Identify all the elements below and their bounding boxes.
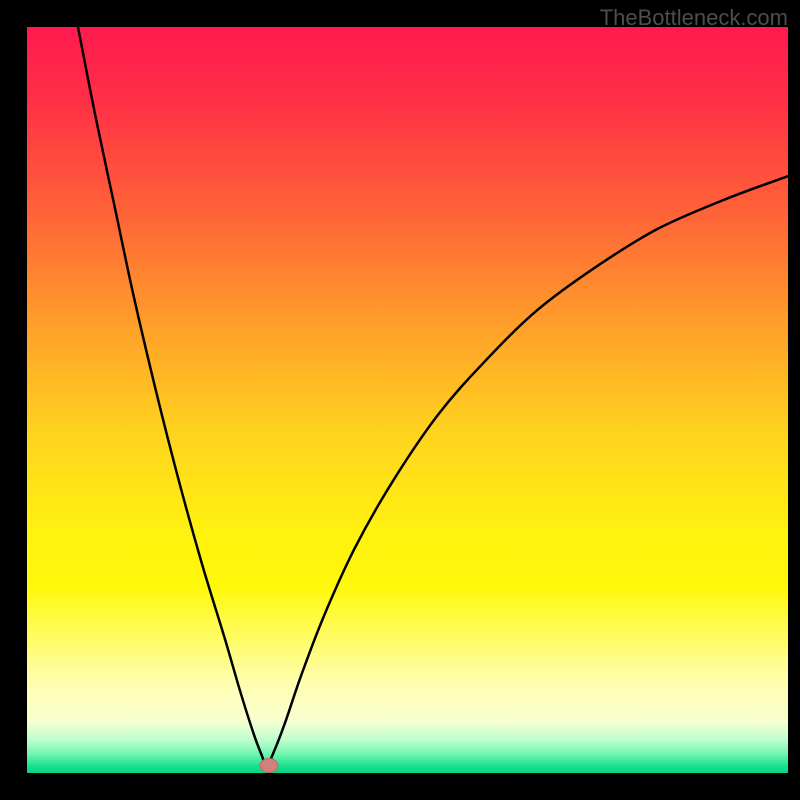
optimal-point-marker (260, 759, 278, 773)
watermark-text: TheBottleneck.com (600, 5, 788, 31)
bottleneck-chart (27, 27, 788, 773)
gradient-background (27, 27, 788, 773)
plot-area (27, 27, 788, 773)
